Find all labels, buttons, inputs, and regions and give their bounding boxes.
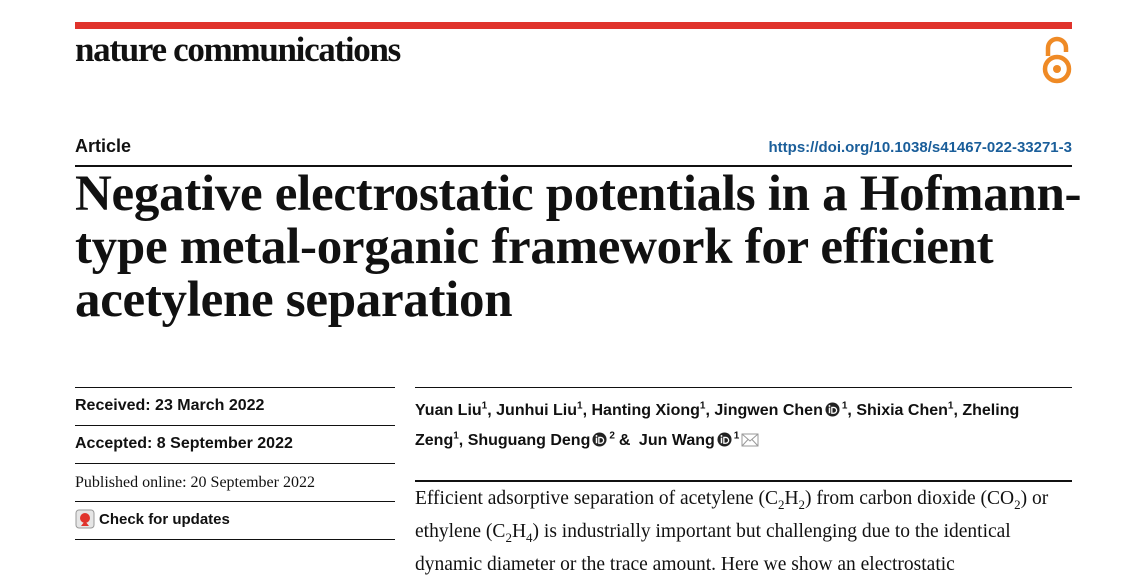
affiliation: 2 bbox=[609, 430, 615, 442]
author-name: Jun Wang bbox=[638, 431, 715, 449]
email-icon[interactable] bbox=[741, 433, 759, 447]
author: Jingwen Chen 1, bbox=[714, 401, 852, 420]
affiliation: 1 bbox=[453, 430, 459, 442]
check-text: Check for updates bbox=[99, 510, 230, 528]
affiliation: 1 bbox=[841, 401, 848, 412]
author-name: Jingwen Chen bbox=[714, 402, 823, 420]
separator: , bbox=[458, 431, 464, 449]
top-bar bbox=[75, 22, 1072, 29]
separator: , bbox=[953, 402, 958, 420]
separator: , bbox=[582, 402, 588, 420]
abstract-text: Efficient adsorptive separation of acety… bbox=[415, 488, 778, 509]
rule bbox=[75, 539, 395, 540]
subscript: 2 bbox=[777, 496, 785, 512]
published-date: Published online: 20 September 2022 bbox=[75, 474, 315, 491]
separator: , bbox=[847, 402, 852, 420]
abstract-text: ) from carbon dioxide (CO bbox=[805, 488, 1015, 509]
author: Jun Wang 1 bbox=[638, 430, 759, 449]
affiliation: 1 bbox=[481, 401, 488, 412]
rule bbox=[75, 165, 1072, 167]
author: Shixia Chen1, bbox=[856, 401, 958, 420]
rule bbox=[415, 387, 1072, 388]
affiliation: 1 bbox=[733, 430, 740, 442]
subscript: 2 bbox=[798, 496, 806, 512]
author: Junhui Liu1, bbox=[496, 401, 588, 420]
rule bbox=[75, 463, 395, 464]
separator: & bbox=[618, 431, 631, 449]
author-name: Junhui Liu bbox=[496, 402, 578, 420]
author-name: Shixia Chen bbox=[856, 402, 948, 420]
affiliation: 1 bbox=[577, 401, 583, 412]
author: Yuan Liu1, bbox=[415, 401, 492, 420]
accepted-date: Accepted: 8 September 2022 bbox=[75, 435, 293, 452]
subscript: 4 bbox=[526, 529, 533, 545]
rule bbox=[75, 501, 395, 502]
separator: , bbox=[705, 402, 710, 420]
affiliation: 1 bbox=[947, 401, 954, 412]
author: Shuguang Deng 2 & bbox=[467, 430, 635, 449]
affiliation: 1 bbox=[699, 401, 706, 412]
orcid-icon[interactable] bbox=[717, 432, 732, 447]
check-icon bbox=[75, 509, 95, 529]
rule bbox=[75, 425, 395, 426]
subscript: 2 bbox=[1014, 496, 1021, 512]
abstract-text: H bbox=[784, 488, 799, 509]
article-title: Negative electrostatic potentials in a H… bbox=[75, 166, 1082, 328]
check-updates[interactable]: Check for updates bbox=[75, 509, 230, 529]
subscript: 2 bbox=[505, 529, 512, 545]
author-name: Shuguang Deng bbox=[467, 431, 591, 449]
author: Hanting Xiong1, bbox=[591, 401, 710, 420]
abstract-text: ) or ethylene (C bbox=[415, 488, 1049, 542]
author-name: Zheling Zeng bbox=[415, 402, 1020, 449]
orcid-icon[interactable] bbox=[825, 402, 840, 417]
open-access-icon bbox=[1042, 36, 1072, 84]
author: Zheling Zeng1, bbox=[415, 402, 1019, 448]
doi-link[interactable]: https://doi.org/10.1038/s41467-022-33271… bbox=[768, 139, 1073, 156]
abstract-text: H bbox=[511, 520, 527, 542]
journal-name: nature communications bbox=[75, 30, 401, 69]
author-name: Yuan Liu bbox=[415, 402, 482, 420]
article-type: Article bbox=[75, 136, 132, 156]
page-body: nature communications Article https://do… bbox=[75, 22, 1082, 575]
received-date: Received: 23 March 2022 bbox=[75, 397, 265, 414]
separator: , bbox=[487, 402, 492, 420]
author-name: Hanting Xiong bbox=[591, 402, 700, 420]
rule bbox=[75, 387, 395, 388]
orcid-icon[interactable] bbox=[592, 432, 607, 447]
author-list: Yuan Liu1, Junhui Liu1, Hanting Xiong1, … bbox=[415, 394, 1055, 453]
abstract: Efficient adsorptive separation of acety… bbox=[415, 485, 1075, 578]
rule bbox=[415, 480, 1072, 482]
page: Article {"header": {"journal": "nature c… bbox=[75, 22, 1082, 575]
